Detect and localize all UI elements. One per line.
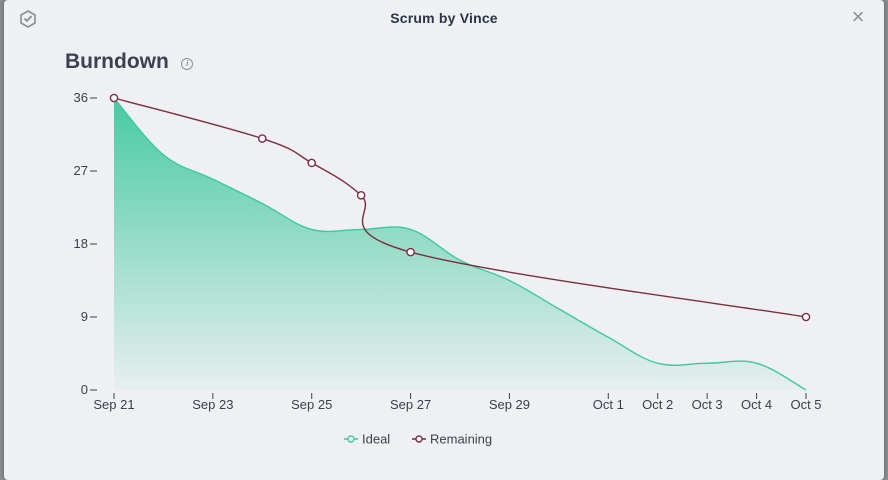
- remaining-point[interactable]: [356, 191, 366, 200]
- remaining-point[interactable]: [307, 158, 317, 168]
- chart-header: Burndown i: [65, 50, 194, 78]
- y-tick-label: 36: [74, 90, 88, 105]
- burndown-chart: 0 9 18 27 36 Sep 21 Sep 23 Sep 25 Sep 27 Sep 29 Oc…: [74, 90, 822, 447]
- legend-label: Ideal: [362, 432, 390, 447]
- legend-item-ideal[interactable]: Ideal: [344, 432, 390, 447]
- remaining-point[interactable]: [801, 312, 811, 322]
- chart-legend: Ideal Remaining: [344, 432, 492, 447]
- remaining-point[interactable]: [406, 247, 415, 257]
- remaining-point[interactable]: [257, 134, 267, 143]
- x-tick-label: Sep 23: [192, 397, 233, 412]
- ideal-area: [114, 98, 806, 390]
- y-tick-label: 0: [81, 382, 88, 397]
- x-tick-label: Sep 21: [93, 397, 134, 412]
- x-tick-label: Oct 4: [741, 397, 772, 412]
- ideal-line: [113, 97, 807, 391]
- x-tick-label: Oct 5: [790, 397, 821, 412]
- x-tick-label: Sep 27: [390, 397, 431, 412]
- info-icon[interactable]: i: [181, 58, 194, 70]
- remaining-point[interactable]: [109, 93, 119, 103]
- modal-header: Scrum by Vince ×: [4, 0, 884, 36]
- chart-axes: 0 9 18 27 36 Sep 21 Sep 23 Sep 25 Sep 27 Sep 29 Oc…: [74, 90, 822, 412]
- y-tick-label: 18: [74, 236, 88, 251]
- y-tick-label: 9: [81, 309, 88, 324]
- x-tick-label: Oct 1: [593, 397, 624, 412]
- window-title: Scrum by Vince: [390, 10, 498, 26]
- close-icon[interactable]: ×: [851, 4, 865, 29]
- chart-series: [109, 93, 811, 391]
- legend-label: Remaining: [430, 432, 492, 447]
- y-tick-label: 27: [74, 163, 88, 178]
- burndown-modal: Scrum by Vince × Burndown i 0 9 18 27 36 Sep …: [4, 0, 884, 480]
- x-tick-label: Oct 2: [642, 397, 673, 412]
- chart-title: Burndown: [65, 50, 169, 73]
- app-logo-icon: [20, 10, 36, 28]
- x-tick-label: Sep 25: [291, 397, 332, 412]
- x-tick-label: Oct 3: [692, 397, 723, 412]
- legend-item-remaining[interactable]: Remaining: [412, 432, 492, 447]
- x-tick-label: Sep 29: [489, 397, 530, 412]
